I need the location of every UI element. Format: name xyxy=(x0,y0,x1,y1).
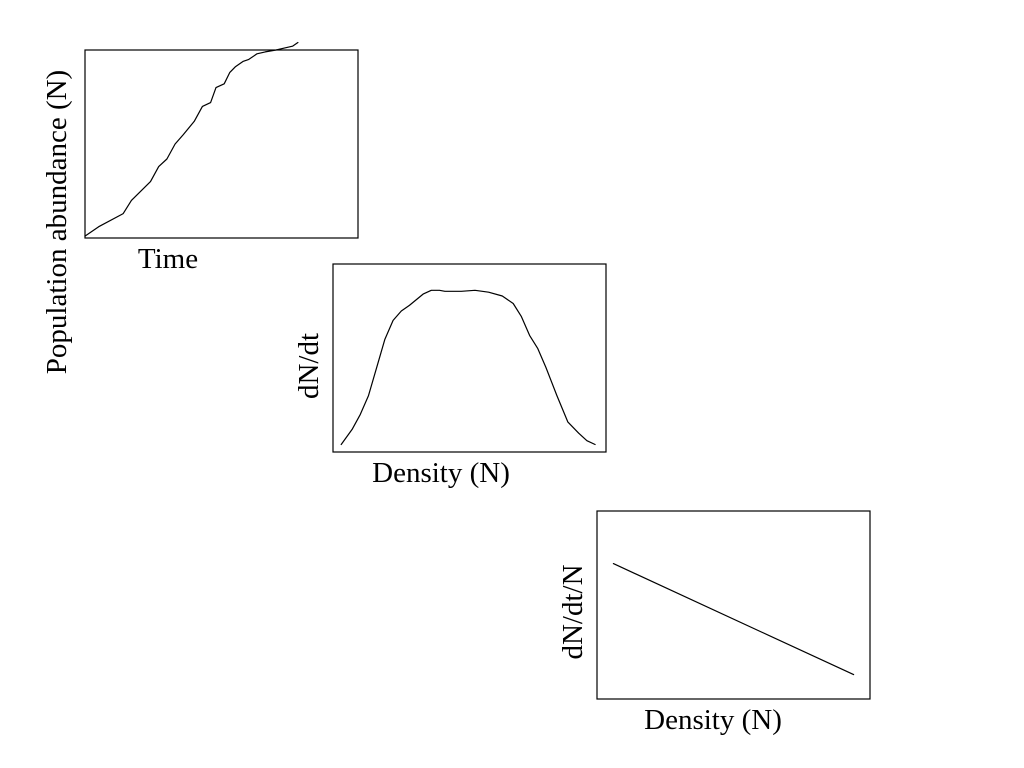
series-line xyxy=(84,41,299,237)
x-axis-label: Time xyxy=(138,243,198,275)
y-axis-label: dN/dt xyxy=(293,333,325,399)
panel-per-capita-rate-vs-density: Density (N) dN/dt/N xyxy=(557,510,871,736)
x-axis-label: Density (N) xyxy=(372,457,510,489)
plot-frame xyxy=(596,510,871,700)
panel-population-vs-time: Time Population abundance (N) xyxy=(41,41,359,374)
y-axis-label: dN/dt/N xyxy=(557,564,589,659)
plot-frame xyxy=(84,49,359,239)
series-line xyxy=(612,563,855,676)
plot-frame xyxy=(332,263,607,453)
x-axis-label: Density (N) xyxy=(644,704,782,736)
series-line xyxy=(340,289,596,446)
panel-growth-rate-vs-density: Density (N) dN/dt xyxy=(293,263,607,489)
y-axis-label: Population abundance (N) xyxy=(41,70,73,374)
